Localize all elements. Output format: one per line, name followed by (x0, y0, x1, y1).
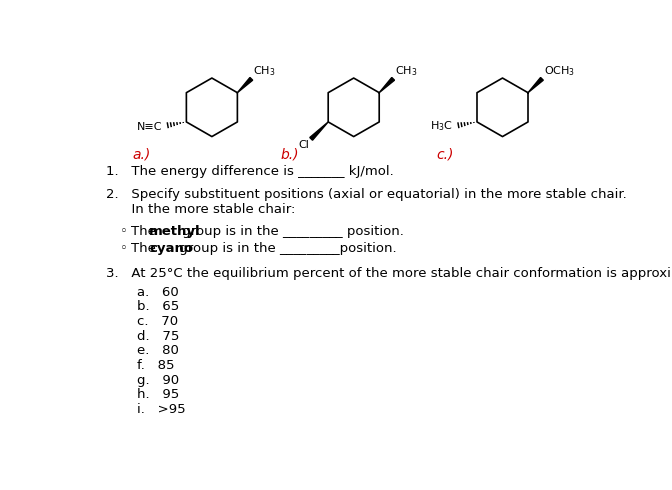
Text: ◦: ◦ (120, 225, 128, 238)
Text: g.   90: g. 90 (136, 373, 179, 387)
Text: CH$_3$: CH$_3$ (394, 64, 417, 78)
Text: e.   80: e. 80 (136, 344, 179, 357)
Polygon shape (310, 122, 328, 140)
Text: i.   >95: i. >95 (136, 403, 185, 416)
Text: 3.   At 25°C the equilibrium percent of the more stable chair conformation is ap: 3. At 25°C the equilibrium percent of th… (106, 267, 672, 280)
Polygon shape (528, 77, 544, 93)
Text: c.   70: c. 70 (136, 315, 178, 328)
Text: In the more stable chair:: In the more stable chair: (106, 203, 295, 216)
Text: c.): c.) (437, 147, 454, 161)
Polygon shape (237, 77, 253, 93)
Text: 1.   The energy difference is _______ kJ/mol.: 1. The energy difference is _______ kJ/m… (106, 165, 393, 178)
Text: cyano: cyano (149, 242, 194, 255)
Text: h.   95: h. 95 (136, 388, 179, 401)
Text: b.): b.) (280, 147, 298, 161)
Text: The: The (131, 242, 161, 255)
Text: a.): a.) (132, 147, 151, 161)
Text: OCH$_3$: OCH$_3$ (544, 64, 575, 78)
Text: CH$_3$: CH$_3$ (253, 64, 276, 78)
Text: H$_3$C: H$_3$C (430, 120, 453, 133)
Text: group is in the _________ position.: group is in the _________ position. (178, 225, 404, 238)
Text: b.   65: b. 65 (136, 300, 179, 314)
Text: methyl: methyl (149, 225, 201, 238)
Text: a.   60: a. 60 (136, 286, 179, 299)
Text: The: The (131, 225, 161, 238)
Text: ◦: ◦ (120, 242, 128, 255)
Text: Cl: Cl (298, 141, 309, 150)
Text: group is in the _________position.: group is in the _________position. (175, 242, 396, 255)
Text: 2.   Specify substituent positions (axial or equatorial) in the more stable chai: 2. Specify substituent positions (axial … (106, 189, 626, 201)
Text: N≡C: N≡C (137, 122, 163, 131)
Text: f.   85: f. 85 (136, 359, 174, 372)
Text: d.   75: d. 75 (136, 330, 179, 343)
Polygon shape (379, 77, 394, 93)
